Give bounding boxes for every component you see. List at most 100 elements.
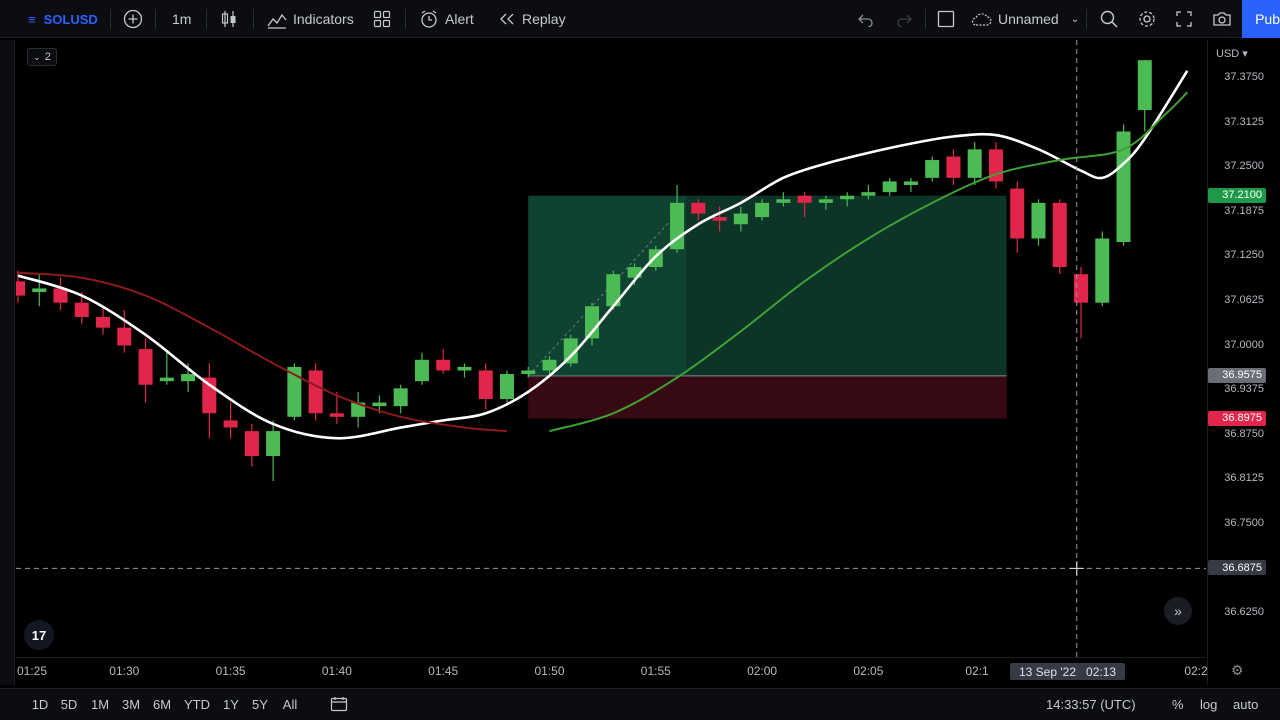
indicators-icon bbox=[267, 13, 287, 29]
candle-up bbox=[1137, 60, 1152, 111]
candle-up bbox=[818, 199, 833, 203]
settings-button[interactable] bbox=[1137, 0, 1157, 38]
candle-up bbox=[627, 267, 642, 278]
candle-up bbox=[159, 377, 174, 382]
candle-up bbox=[967, 149, 982, 178]
top-toolbar: ≡ SOLUSD 1m Indicators Alert Replay Unna… bbox=[0, 0, 1280, 38]
fullscreen-button[interactable] bbox=[1175, 0, 1193, 38]
save-layout-button[interactable]: Unnamed ⌄ bbox=[970, 0, 1079, 38]
candle-up bbox=[903, 181, 918, 185]
undo-button[interactable] bbox=[857, 0, 875, 38]
candle-down bbox=[691, 202, 706, 214]
range-button-1y[interactable]: 1Y bbox=[223, 697, 239, 712]
candle-down bbox=[53, 288, 68, 303]
time-axis[interactable]: 02:2 02:1 02:05 02:00 01:55 01:50 01:45 01:40 01… bbox=[16, 657, 1208, 685]
position-tool[interactable] bbox=[527, 195, 1007, 419]
crosshair-cursor-icon bbox=[1069, 561, 1084, 576]
currency-text: USD bbox=[1216, 48, 1240, 60]
double-chevron-right-icon: » bbox=[1174, 603, 1182, 619]
clock-timezone-button[interactable]: 14:33:57 (UTC) bbox=[1046, 697, 1136, 712]
range-button-1m[interactable]: 1M bbox=[90, 697, 110, 712]
interval-label: 1m bbox=[172, 11, 192, 27]
candle-down bbox=[436, 359, 451, 371]
templates-button[interactable] bbox=[373, 0, 391, 38]
white-ma-line bbox=[17, 70, 1189, 440]
redo-button[interactable] bbox=[895, 0, 913, 38]
interval-button[interactable]: 1m bbox=[172, 0, 191, 38]
range-button-ytd[interactable]: YTD bbox=[184, 697, 210, 712]
divider bbox=[110, 9, 111, 29]
crosshair-time-label: 13 Sep '22 02:13 bbox=[1010, 663, 1126, 680]
plus-circle-icon bbox=[123, 9, 143, 29]
candle-up bbox=[1031, 202, 1046, 239]
time-tick-label: 01:50 bbox=[534, 664, 565, 678]
entry-price-tag: 36.9575 bbox=[1208, 367, 1266, 383]
range-button-1d[interactable]: 1D bbox=[31, 697, 49, 712]
compare-add-button[interactable] bbox=[123, 0, 143, 38]
range-button-3m[interactable]: 3M bbox=[121, 697, 141, 712]
price-axis[interactable]: 37.3750 37.3125 37.2500 37.1875 37.1250 37.06… bbox=[1207, 40, 1280, 685]
price-tick-label: 37.3125 bbox=[1224, 115, 1264, 128]
candles bbox=[16, 60, 1152, 482]
time-tick-label: 01:55 bbox=[640, 664, 671, 678]
axis-settings-icon[interactable]: ⚙ bbox=[1231, 662, 1244, 678]
alert-button[interactable]: Alert bbox=[419, 0, 474, 38]
divider bbox=[1086, 9, 1087, 29]
candle-down bbox=[223, 420, 238, 428]
layout-select-button[interactable] bbox=[937, 0, 955, 38]
range-button-5d[interactable]: 5D bbox=[60, 697, 78, 712]
time-tick-label: 01:30 bbox=[109, 664, 140, 678]
layout-name: Unnamed bbox=[998, 11, 1059, 27]
candle-up bbox=[32, 288, 47, 292]
symbol-search-button[interactable]: ≡ SOLUSD bbox=[28, 0, 98, 38]
replay-label: Replay bbox=[522, 11, 566, 27]
price-tick-label: 37.0625 bbox=[1224, 293, 1264, 306]
replay-button[interactable]: Replay bbox=[498, 0, 566, 38]
rewind-icon bbox=[500, 13, 514, 25]
range-button-5y[interactable]: 5Y bbox=[252, 697, 268, 712]
cloud-icon bbox=[971, 13, 992, 26]
price-tick-label: 36.7500 bbox=[1224, 516, 1264, 529]
date-range-button[interactable] bbox=[330, 696, 348, 715]
candle-down bbox=[946, 156, 961, 178]
bottom-toolbar: 1D 5D 1M 3M 6M YTD 1Y 5Y All 14:33:57 (UTC) % lo… bbox=[0, 688, 1280, 720]
fullscreen-icon bbox=[1176, 11, 1192, 27]
auto-scale-toggle[interactable]: auto bbox=[1233, 697, 1258, 712]
range-button-6m[interactable]: 6M bbox=[152, 697, 172, 712]
percent-scale-toggle[interactable]: % bbox=[1172, 697, 1184, 712]
candle-down bbox=[74, 302, 89, 317]
candle-down bbox=[16, 281, 25, 296]
price-tick-label: 36.9375 bbox=[1224, 383, 1264, 396]
grid-icon bbox=[373, 10, 391, 28]
candle-up bbox=[861, 192, 876, 196]
square-layout-icon bbox=[937, 10, 955, 28]
range-button-all[interactable]: All bbox=[282, 697, 298, 712]
divider bbox=[405, 9, 406, 29]
target-price-tag: 37.2100 bbox=[1208, 187, 1266, 203]
logo-text: 17 bbox=[31, 627, 47, 643]
publish-button[interactable]: Pub bbox=[1242, 0, 1280, 38]
screenshot-button[interactable] bbox=[1212, 0, 1232, 38]
search-button[interactable] bbox=[1099, 0, 1119, 38]
candle-up bbox=[499, 374, 514, 399]
price-chart[interactable] bbox=[16, 40, 1206, 657]
candle-up bbox=[181, 374, 196, 382]
indicators-label: Indicators bbox=[293, 11, 354, 27]
undo-icon bbox=[858, 14, 873, 27]
gear-icon bbox=[1139, 11, 1155, 27]
scroll-to-realtime-button[interactable]: » bbox=[1164, 597, 1192, 625]
log-scale-toggle[interactable]: log bbox=[1200, 697, 1217, 712]
percent-label: % bbox=[1172, 697, 1184, 712]
tradingview-logo[interactable]: 17 bbox=[24, 620, 54, 650]
currency-label[interactable]: USD ▾ bbox=[1216, 48, 1248, 60]
candle-down bbox=[1052, 202, 1067, 268]
indicators-button[interactable]: Indicators bbox=[266, 0, 354, 38]
divider bbox=[253, 9, 254, 29]
crosshair-price-tag: 36.6875 bbox=[1208, 560, 1266, 576]
divider bbox=[925, 9, 926, 29]
legend-toggle-button[interactable]: ⌄ 2 bbox=[27, 48, 57, 66]
price-tick-label: 37.1250 bbox=[1224, 249, 1264, 262]
redo-icon bbox=[897, 14, 912, 27]
chart-type-button[interactable] bbox=[220, 0, 238, 38]
candle-up bbox=[414, 359, 429, 382]
